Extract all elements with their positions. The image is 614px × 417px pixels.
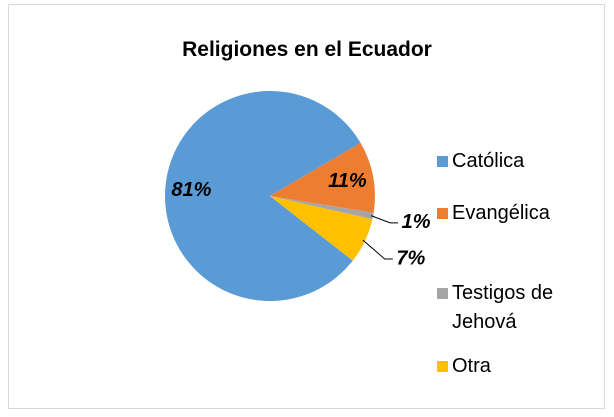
- leader-line: [362, 239, 393, 260]
- legend-item: Católica: [437, 147, 592, 176]
- legend-swatch: [437, 208, 448, 219]
- legend-swatch: [437, 288, 448, 299]
- chart-frame: [8, 4, 605, 409]
- legend-item: Otra: [437, 352, 592, 381]
- legend-swatch: [437, 361, 448, 372]
- chart-title: Religiones en el Ecuador: [182, 38, 432, 61]
- legend-label: Católica: [452, 150, 525, 172]
- leader-line: [370, 215, 399, 224]
- data-label: 7%: [396, 247, 425, 269]
- pie-slice: [270, 142, 376, 213]
- pie-slice: [165, 91, 361, 301]
- data-label: 1%: [402, 211, 431, 233]
- data-label: 11%: [328, 170, 367, 192]
- pie-slice: [270, 196, 373, 261]
- legend-label: Evangélica: [452, 202, 550, 224]
- legend-label: Testigos de Jehová: [452, 282, 554, 333]
- legend-item: Testigos de Jehová: [437, 279, 592, 337]
- pie-slice: [270, 196, 374, 220]
- legend-swatch: [437, 156, 448, 167]
- legend-item: Evangélica: [437, 199, 592, 228]
- legend-label: Otra: [452, 355, 491, 377]
- data-label: 81%: [171, 179, 211, 201]
